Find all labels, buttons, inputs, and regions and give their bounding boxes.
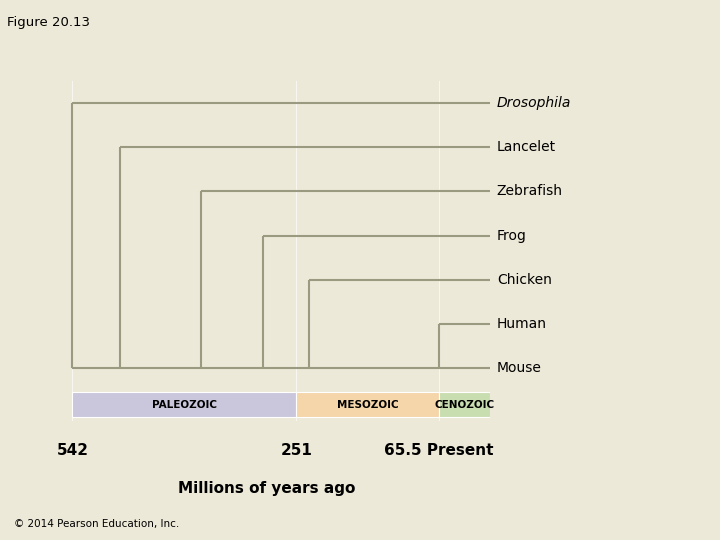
Text: 542: 542 [56, 443, 89, 458]
Text: 251: 251 [281, 443, 312, 458]
Text: © 2014 Pearson Education, Inc.: © 2014 Pearson Education, Inc. [14, 519, 180, 529]
Text: CENOZOIC: CENOZOIC [434, 400, 495, 410]
Text: Frog: Frog [497, 228, 526, 242]
Text: 65.5 Present: 65.5 Present [384, 443, 494, 458]
Text: PALEOZOIC: PALEOZOIC [152, 400, 217, 410]
Text: Millions of years ago: Millions of years ago [178, 481, 355, 496]
Bar [297, 393, 439, 417]
Text: Drosophila: Drosophila [497, 96, 571, 110]
Bar [73, 393, 297, 417]
Bar [439, 393, 490, 417]
Text: Zebrafish: Zebrafish [497, 185, 563, 199]
Text: Lancelet: Lancelet [497, 140, 556, 154]
Text: MESOZOIC: MESOZOIC [337, 400, 399, 410]
Text: Human: Human [497, 317, 546, 331]
Text: Figure 20.13: Figure 20.13 [7, 16, 90, 29]
Text: Chicken: Chicken [497, 273, 552, 287]
Text: Mouse: Mouse [497, 361, 541, 375]
